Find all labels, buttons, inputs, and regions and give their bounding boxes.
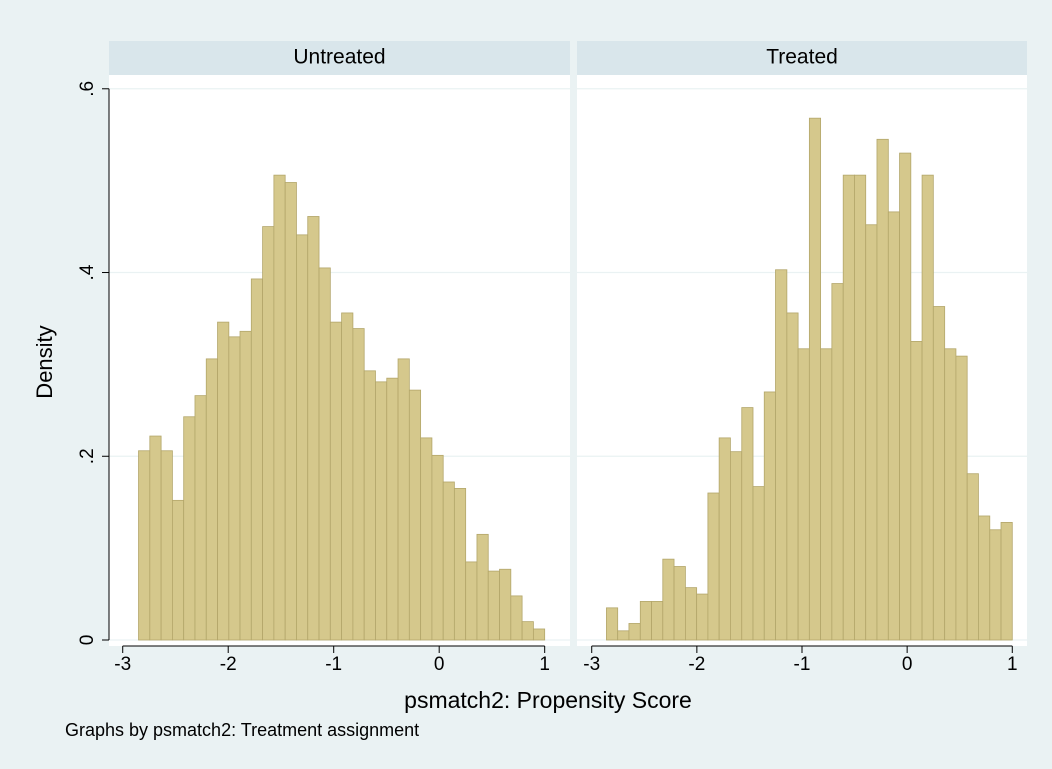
bar bbox=[408, 389, 422, 641]
bar bbox=[944, 348, 957, 641]
bar bbox=[921, 174, 934, 641]
bar bbox=[273, 174, 286, 641]
bar bbox=[978, 515, 991, 641]
bar bbox=[989, 529, 1002, 641]
x-tick-label: -1 bbox=[794, 654, 811, 675]
bar bbox=[307, 216, 320, 641]
x-tick-label: 0 bbox=[434, 654, 445, 675]
bar bbox=[160, 450, 173, 641]
bar bbox=[662, 558, 675, 641]
bar bbox=[786, 312, 799, 641]
x-tick-label: -2 bbox=[220, 654, 237, 675]
x-tick-label: -2 bbox=[688, 654, 705, 675]
bar bbox=[966, 473, 979, 641]
x-tick-label: 1 bbox=[539, 654, 550, 675]
bar bbox=[696, 593, 709, 641]
bar bbox=[831, 283, 844, 641]
bar bbox=[865, 224, 878, 641]
bar bbox=[442, 481, 455, 641]
bar bbox=[707, 492, 720, 641]
y-axis-title: Density bbox=[32, 325, 57, 398]
strip bbox=[109, 41, 570, 75]
bar bbox=[775, 269, 788, 641]
bar bbox=[239, 330, 252, 641]
bar bbox=[217, 321, 230, 641]
bar bbox=[262, 226, 275, 641]
bar bbox=[341, 312, 354, 641]
bar bbox=[718, 437, 731, 641]
bar bbox=[932, 306, 946, 641]
bar bbox=[250, 278, 263, 641]
bar bbox=[617, 630, 630, 641]
bar bbox=[955, 355, 968, 641]
bar bbox=[820, 348, 833, 641]
bar bbox=[194, 395, 207, 641]
y-tick-label: .2 bbox=[77, 448, 98, 464]
bar bbox=[431, 454, 444, 641]
bar bbox=[628, 623, 641, 641]
bar bbox=[296, 234, 309, 641]
x-tick-label: -1 bbox=[325, 654, 342, 675]
bar bbox=[887, 211, 900, 641]
strip bbox=[577, 41, 1027, 75]
bar bbox=[854, 174, 867, 641]
bar bbox=[673, 566, 686, 641]
y-tick-label: .6 bbox=[77, 81, 98, 97]
bar bbox=[842, 174, 855, 641]
bar bbox=[499, 568, 512, 641]
bar bbox=[651, 601, 664, 641]
bar bbox=[876, 138, 889, 641]
bar bbox=[375, 381, 388, 641]
bar bbox=[363, 370, 376, 641]
bar bbox=[684, 587, 698, 641]
bar bbox=[352, 328, 365, 641]
bar bbox=[808, 117, 822, 641]
bar bbox=[487, 570, 500, 641]
x-tick-label: 1 bbox=[1007, 654, 1018, 675]
y-tick-label: .4 bbox=[77, 264, 98, 280]
x-tick-label: -3 bbox=[583, 654, 600, 675]
bar bbox=[183, 416, 196, 641]
panel-title: Treated bbox=[766, 46, 838, 69]
x-tick-label: -3 bbox=[114, 654, 131, 675]
x-axis-title: psmatch2: Propensity Score bbox=[404, 687, 692, 713]
bar bbox=[1000, 522, 1013, 641]
bar bbox=[397, 358, 410, 641]
bar bbox=[521, 621, 534, 641]
bar bbox=[228, 336, 241, 641]
bar bbox=[284, 182, 297, 641]
panel-title: Untreated bbox=[293, 46, 385, 69]
bar bbox=[797, 348, 810, 641]
bar bbox=[510, 595, 523, 641]
bar bbox=[420, 437, 433, 641]
note: Graphs by psmatch2: Treatment assignment bbox=[65, 720, 419, 740]
bar bbox=[149, 435, 162, 641]
y-tick-label: 0 bbox=[77, 635, 98, 646]
bar bbox=[318, 267, 331, 641]
bar bbox=[763, 391, 776, 641]
bar bbox=[465, 561, 478, 641]
bar bbox=[606, 607, 619, 641]
bar bbox=[386, 377, 399, 641]
bar bbox=[205, 358, 218, 641]
bar bbox=[910, 341, 923, 641]
bar bbox=[752, 486, 765, 641]
x-tick-label: 0 bbox=[902, 654, 913, 675]
bar bbox=[729, 451, 743, 641]
bar bbox=[899, 152, 912, 641]
bar bbox=[172, 499, 185, 641]
bar bbox=[329, 321, 343, 641]
bar bbox=[741, 407, 754, 641]
bar bbox=[639, 601, 652, 641]
bar bbox=[532, 628, 546, 641]
bar bbox=[453, 488, 467, 641]
bar bbox=[138, 450, 151, 641]
bar bbox=[476, 533, 489, 641]
